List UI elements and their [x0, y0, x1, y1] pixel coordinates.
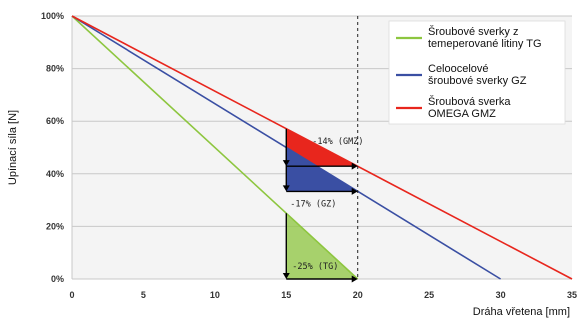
- series-line: [71, 15, 359, 280]
- y-tick-label: 100%: [41, 11, 64, 21]
- arrow-head: [282, 273, 290, 279]
- legend-label: OMEGA GMZ: [428, 108, 496, 120]
- y-tick-label: 0%: [51, 274, 64, 284]
- annotation-labels: -14% (GMZ) -17% (GZ) -25% (TG): [290, 137, 363, 272]
- y-tick-label: 80%: [46, 64, 64, 74]
- x-axis-label: Dráha vřetena [mm]: [473, 306, 570, 318]
- annotation-label: -25% (TG): [292, 262, 338, 272]
- legend-label: Celoocelové: [428, 63, 489, 75]
- y-axis-label: Upínací síla [N]: [7, 110, 19, 185]
- x-tick-label: 0: [69, 290, 74, 300]
- x-tick-label: 25: [424, 290, 434, 300]
- axis-ticks: 0% 20% 40% 60% 80% 100% 0 5 10 15 20 25 30 35: [41, 11, 577, 300]
- series-line: [71, 15, 573, 280]
- x-tick-label: 15: [281, 290, 291, 300]
- legend-label: Šroubová sverka: [428, 95, 511, 108]
- x-tick-label: 10: [210, 290, 220, 300]
- arrow-head: [351, 275, 358, 283]
- annotation-label: -17% (GZ): [290, 199, 336, 209]
- x-tick-label: 30: [496, 290, 506, 300]
- x-tick-label: 35: [567, 290, 577, 300]
- y-tick-label: 40%: [46, 169, 64, 179]
- x-tick-label: 5: [141, 290, 146, 300]
- arrow-head: [351, 162, 358, 170]
- arrow-head: [282, 185, 290, 192]
- y-tick-label: 60%: [46, 116, 64, 126]
- legend-label: šroubové sverky GZ: [428, 75, 527, 87]
- legend-label: temeperované litiny TG: [428, 38, 542, 50]
- y-tick-label: 20%: [46, 221, 64, 231]
- x-tick-label: 20: [353, 290, 363, 300]
- legend-label: Šroubové sverky z: [428, 25, 518, 38]
- annotation-label: -14% (GMZ): [312, 137, 363, 147]
- annotation-arrows: [282, 128, 358, 283]
- arrow-head: [351, 187, 358, 195]
